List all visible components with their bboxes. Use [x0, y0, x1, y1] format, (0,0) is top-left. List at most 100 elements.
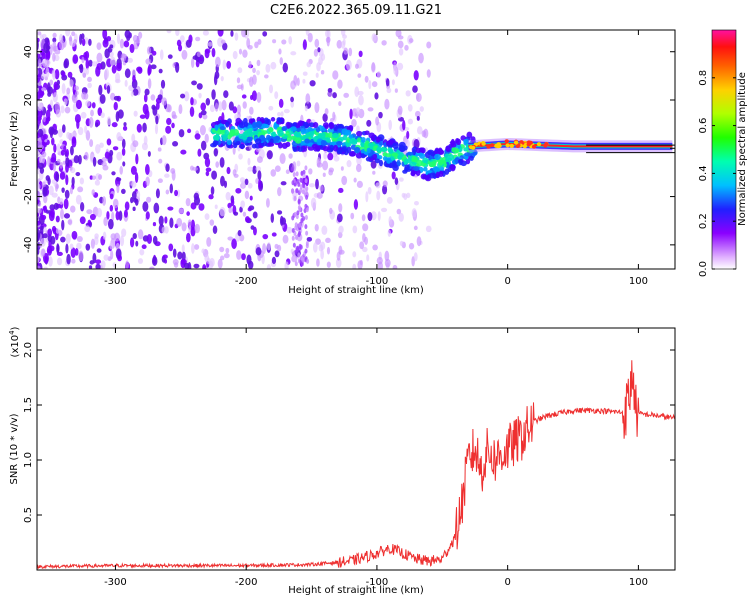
spectrogram-noise-blob [413, 225, 418, 231]
spectrogram-noise-blob [136, 123, 142, 133]
spectrogram-noise-blob [55, 183, 60, 190]
spectrogram-noise-blob [152, 235, 158, 245]
spectrogram-ridge-blob [429, 172, 436, 179]
spectrogram-noise-blob [377, 211, 381, 221]
spectrogram-noise-blob [119, 38, 125, 49]
spectrogram-ridge-blob [322, 145, 330, 152]
spectrogram-noise-blob [375, 182, 381, 189]
spectrogram-ridge-blob [422, 157, 429, 164]
spectrogram-noise-blob [164, 216, 168, 224]
spectrogram-noise-blob [202, 30, 210, 36]
spectrogram-ridge-blob [449, 140, 457, 145]
spectrogram-noise-blob [128, 32, 132, 39]
spectrogram-noise-blob [67, 219, 73, 225]
spectrogram-noise-blob [152, 105, 158, 116]
spectrogram-hot-blob [496, 144, 501, 149]
spectrogram-noise-blob [78, 250, 84, 262]
spectrogram-noise-blob [59, 39, 65, 51]
spectrogram-noise-blob [85, 130, 91, 141]
spectrogram-noise-blob [181, 251, 186, 261]
spectrogram-ridge-blob [294, 131, 302, 138]
spectrogram-noise-blob [204, 213, 210, 220]
spectrogram-noise-blob [124, 79, 128, 87]
spectrogram-noise-blob [65, 30, 71, 37]
spectrogram-noise-blob [219, 157, 225, 168]
spectrogram-noise-blob [256, 59, 261, 67]
spectrogram-ridge-blob [386, 157, 392, 164]
spectrogram-noise-blob [62, 160, 66, 165]
spectrogram-hot-blob [504, 139, 509, 144]
spectrogram-noise-blob [332, 111, 336, 121]
spectrogram-noise-blob [181, 222, 187, 232]
spectrogram-noise-blob [73, 85, 80, 91]
spectrogram-streak-blob [294, 261, 298, 267]
spectrogram-noise-blob [64, 189, 70, 199]
spectrogram-noise-blob [165, 189, 170, 195]
spectrogram-noise-blob [72, 54, 79, 64]
spectrogram-noise-blob [200, 102, 207, 111]
spectrogram-ridge-blob [307, 127, 313, 133]
spectrogram-ridge-blob [388, 148, 394, 153]
spectrogram-noise-blob [358, 50, 363, 58]
spectrogram-noise-blob [159, 49, 164, 61]
spectrogram-noise-blob [120, 53, 127, 62]
spectrogram-noise-blob [262, 31, 268, 37]
spectrogram-noise-blob [340, 30, 346, 37]
spectrogram-noise-blob [87, 82, 92, 89]
spectrogram-noise-blob [131, 181, 137, 188]
spectrogram-streak-blob [295, 247, 299, 253]
spectrogram-noise-blob [180, 149, 187, 155]
spectrogram-noise-blob [270, 61, 277, 70]
spectrogram-noise-blob [127, 57, 133, 63]
spectrogram-noise-blob [145, 58, 152, 65]
spectrogram-noise-blob [338, 101, 342, 107]
spectrogram-noise-blob [354, 63, 359, 69]
spectrogram-noise-blob [54, 68, 60, 80]
spectrogram-noise-blob [257, 38, 262, 45]
spectrogram-noise-blob [204, 133, 209, 143]
spectrogram-noise-blob [168, 243, 174, 252]
spectrogram-noise-blob [166, 104, 172, 113]
spectrogram-ridge-blob [247, 135, 253, 142]
spectrogram-ridge-blob [410, 171, 416, 177]
spectrogram-noise-blob [52, 92, 58, 103]
spectrogram-noise-blob [42, 233, 48, 239]
spectrogram-noise-blob [42, 186, 48, 197]
spectrogram-hot-blob [486, 144, 491, 149]
spectrogram-x-ticks: -300 -200 -100 0 100 [104, 30, 648, 287]
spectrogram-noise-blob [134, 198, 139, 206]
spectrogram-streak-blob [305, 207, 309, 213]
spectrogram-noise-blob [388, 216, 392, 226]
spectrogram-noise-blob [416, 236, 422, 247]
spectrogram-streak-blob [304, 248, 308, 254]
spectrogram-noise-blob [52, 52, 56, 62]
spectrogram-noise-blob [149, 266, 155, 269]
snr-panel: -300 -200 -100 0 100 0.5 1.0 1.5 2.0 Height of … [8, 326, 676, 596]
spectrogram-noise-blob [235, 187, 242, 194]
spectrogram-streak-blob [294, 234, 298, 240]
spectrogram-ridge-blob [285, 141, 291, 147]
spectrogram-noise-blob [158, 215, 164, 226]
spectrogram-noise-blob [177, 251, 183, 260]
spectrogram-noise-blob [341, 175, 348, 186]
spectrogram-noise-blob [183, 262, 190, 269]
spectrogram-noise-blob [366, 254, 370, 262]
spectrogram-noise-blob [196, 83, 203, 90]
spectrogram-ridge-blob [408, 151, 414, 157]
spectrogram-noise-blob [244, 178, 249, 186]
spectrogram-noise-blob [96, 207, 102, 218]
spectrogram-ridge-blob [448, 154, 455, 161]
spectrogram-noise-blob [91, 61, 98, 67]
spectrogram-noise-blob [91, 175, 97, 180]
spectrogram-noise-blob [95, 263, 101, 269]
spectrogram-ridge-blob [300, 128, 306, 135]
spectrogram-ridge-blob [413, 166, 420, 172]
spectrogram-noise-blob [315, 178, 319, 190]
spectrogram-noise-blob [174, 189, 179, 197]
spectrogram-noise-blob [352, 225, 358, 234]
spectrogram-noise-blob [121, 188, 126, 194]
spectrogram-noise-blob [309, 183, 316, 188]
spectrogram-noise-blob [161, 97, 168, 106]
spectrogram-noise-blob [359, 241, 365, 250]
